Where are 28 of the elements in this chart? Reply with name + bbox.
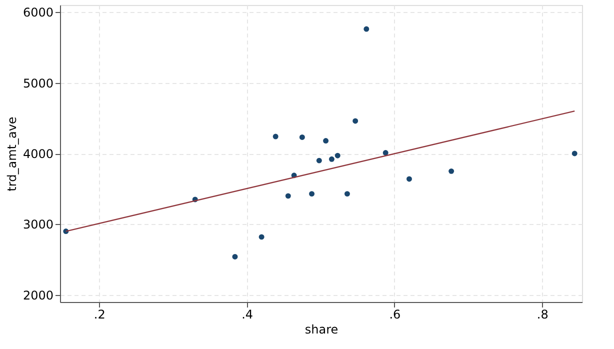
point: [272, 134, 278, 140]
point: [309, 191, 315, 197]
point: [344, 191, 350, 197]
point: [334, 152, 340, 158]
x-tick-label: .2: [94, 308, 106, 322]
point: [364, 26, 370, 32]
point: [406, 176, 412, 182]
point: [328, 156, 334, 162]
point: [316, 158, 322, 164]
y-tick-label: 4000: [22, 147, 54, 161]
point: [285, 193, 291, 199]
y-tick-label: 3000: [22, 218, 54, 232]
point: [382, 150, 388, 156]
point: [352, 118, 358, 124]
x-tick-label: .6: [389, 308, 401, 322]
point: [448, 168, 454, 174]
x-tick-label: .4: [242, 308, 254, 322]
point: [299, 134, 305, 140]
point: [323, 138, 329, 144]
y-tick-label: 5000: [22, 76, 54, 90]
y-axis-title: trd_amt_ave: [4, 116, 19, 192]
point: [258, 234, 264, 240]
x-tick-label: .8: [536, 308, 548, 322]
point: [232, 254, 238, 260]
point: [572, 150, 578, 156]
y-tick-label: 2000: [22, 288, 54, 302]
y-tick-label: 6000: [22, 6, 54, 20]
x-axis-title: share: [304, 322, 338, 336]
